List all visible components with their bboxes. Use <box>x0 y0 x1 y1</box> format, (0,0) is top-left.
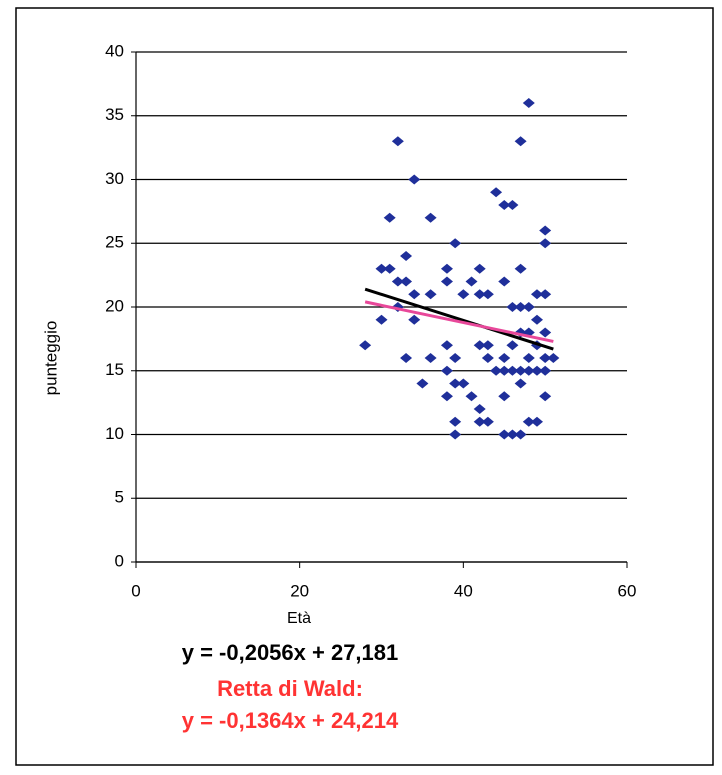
frame <box>15 7 714 766</box>
y-tick-label: 35 <box>105 105 124 124</box>
point <box>473 404 486 414</box>
point <box>514 378 527 389</box>
point <box>400 276 413 287</box>
point <box>383 263 396 274</box>
y-tick-label: 20 <box>105 296 124 315</box>
y-tick-label: 10 <box>105 424 124 443</box>
point <box>530 365 543 376</box>
point <box>440 391 453 402</box>
y-tick-label: 15 <box>105 360 124 379</box>
point <box>547 353 560 363</box>
point <box>490 365 503 376</box>
annotation: y = -0,1364x + 24,214 <box>182 708 399 733</box>
point <box>498 353 511 363</box>
point <box>465 391 478 402</box>
point <box>506 302 519 312</box>
point <box>391 136 404 147</box>
trendline <box>364 300 554 343</box>
x-tick-label: 40 <box>454 581 473 600</box>
point <box>539 289 552 300</box>
annotation: y = -0,2056x + 27,181 <box>182 640 399 665</box>
x-axis-label: Età <box>287 610 311 627</box>
point <box>408 289 421 300</box>
point <box>539 353 552 363</box>
point <box>498 200 511 210</box>
trendline <box>364 287 554 351</box>
x-tick-label: 60 <box>618 581 637 600</box>
point <box>530 416 543 427</box>
point <box>424 289 437 300</box>
point <box>539 225 552 236</box>
point <box>449 429 462 440</box>
point <box>440 263 453 274</box>
point <box>400 353 413 363</box>
point <box>481 289 494 300</box>
point <box>481 353 494 363</box>
point <box>449 238 462 249</box>
y-tick-label: 25 <box>105 233 124 252</box>
point <box>522 302 535 312</box>
point <box>490 187 503 198</box>
point <box>522 416 535 427</box>
x-tick-label: 20 <box>290 581 309 600</box>
point <box>506 429 519 440</box>
point <box>539 391 552 402</box>
point <box>416 378 429 389</box>
point <box>449 378 462 389</box>
x-tick-label: 0 <box>131 581 140 600</box>
y-tick-label: 30 <box>105 169 124 188</box>
point <box>440 365 453 376</box>
point <box>400 251 413 261</box>
point <box>481 340 494 351</box>
y-tick-label: 5 <box>115 488 124 507</box>
point <box>530 314 543 325</box>
y-axis-label: punteggio <box>41 321 60 396</box>
point <box>514 365 527 376</box>
point <box>498 391 511 402</box>
point <box>473 289 486 300</box>
point <box>473 263 486 274</box>
point <box>383 212 396 223</box>
y-tick-label: 40 <box>105 41 124 60</box>
point <box>498 276 511 287</box>
point <box>473 340 486 351</box>
point <box>522 353 535 363</box>
annotation: Retta di Wald: <box>217 676 363 701</box>
point <box>522 365 535 376</box>
point <box>481 416 494 427</box>
point <box>539 327 552 338</box>
point <box>359 340 372 351</box>
point <box>539 365 552 376</box>
point <box>473 416 486 427</box>
point <box>457 378 470 389</box>
point <box>514 429 527 440</box>
point <box>440 276 453 287</box>
point <box>449 416 462 427</box>
point <box>522 98 535 108</box>
point <box>514 302 527 312</box>
point <box>506 200 519 210</box>
point <box>506 365 519 376</box>
point <box>424 353 437 363</box>
point <box>530 289 543 300</box>
point <box>449 353 462 363</box>
point <box>514 263 527 274</box>
point <box>375 263 388 274</box>
point <box>408 174 421 185</box>
point <box>539 238 552 249</box>
point <box>457 289 470 300</box>
y-tick-label: 0 <box>115 551 124 570</box>
point <box>424 212 437 223</box>
point <box>498 365 511 376</box>
point <box>465 276 478 287</box>
point <box>506 340 519 351</box>
point <box>498 429 511 440</box>
point <box>375 314 388 325</box>
point <box>391 276 404 287</box>
point <box>440 340 453 351</box>
point <box>514 136 527 147</box>
point <box>408 314 421 325</box>
